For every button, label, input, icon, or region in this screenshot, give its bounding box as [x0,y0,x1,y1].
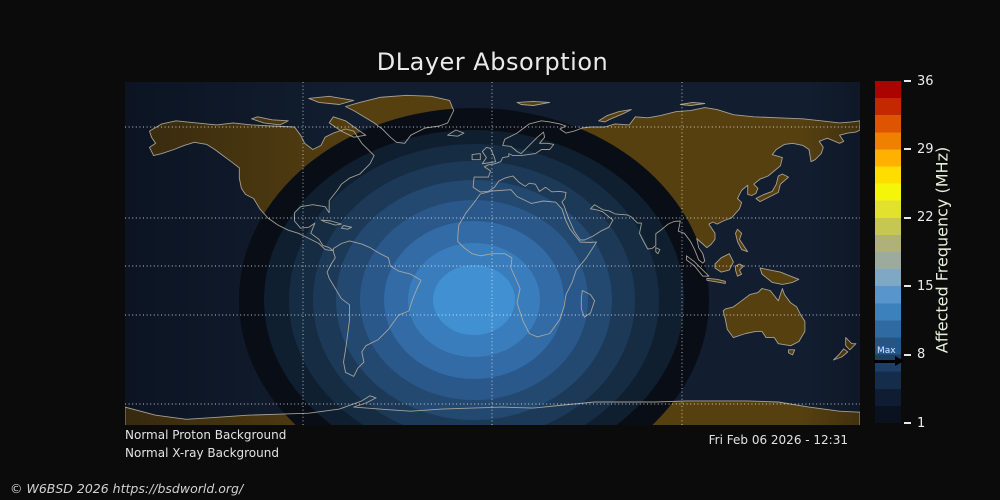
colorbar-tick-label: 15 [917,278,934,294]
status-proton-label: Normal Proton Background [125,428,287,442]
colorbar-tick-label: 8 [917,347,926,363]
colorbar-axis-label: Affected Frequency (MHz) [932,146,952,354]
colorbar-tick-label: 22 [917,210,934,226]
status-xray-label: Normal X-ray Background [125,446,279,460]
colorbar-tick-label: 36 [917,73,934,89]
colorbar-tick-label: 1 [917,415,926,431]
colorbar-tick [904,285,911,288]
world-map [125,82,860,425]
colorbar-tick [904,80,911,82]
colorbar-tick [904,216,911,219]
colorbar-tick [904,353,911,356]
colorbar-tick-label: 29 [917,141,934,157]
max-marker-arrowhead-icon [895,356,904,367]
max-marker-label: Max [877,345,896,356]
colorbar-tick [904,148,911,151]
colorbar [875,81,901,423]
colorbar-tick [904,422,911,424]
chart-title: DLayer Absorption [376,48,609,76]
timestamp-label: Fri Feb 06 2026 - 12:31 [708,433,848,447]
absorption-contour-ring [433,265,515,335]
coastlines [125,94,860,425]
max-marker-arrow-icon [874,359,895,363]
copyright-label: © W6BSD 2026 https://bsdworld.org/ [10,481,244,496]
